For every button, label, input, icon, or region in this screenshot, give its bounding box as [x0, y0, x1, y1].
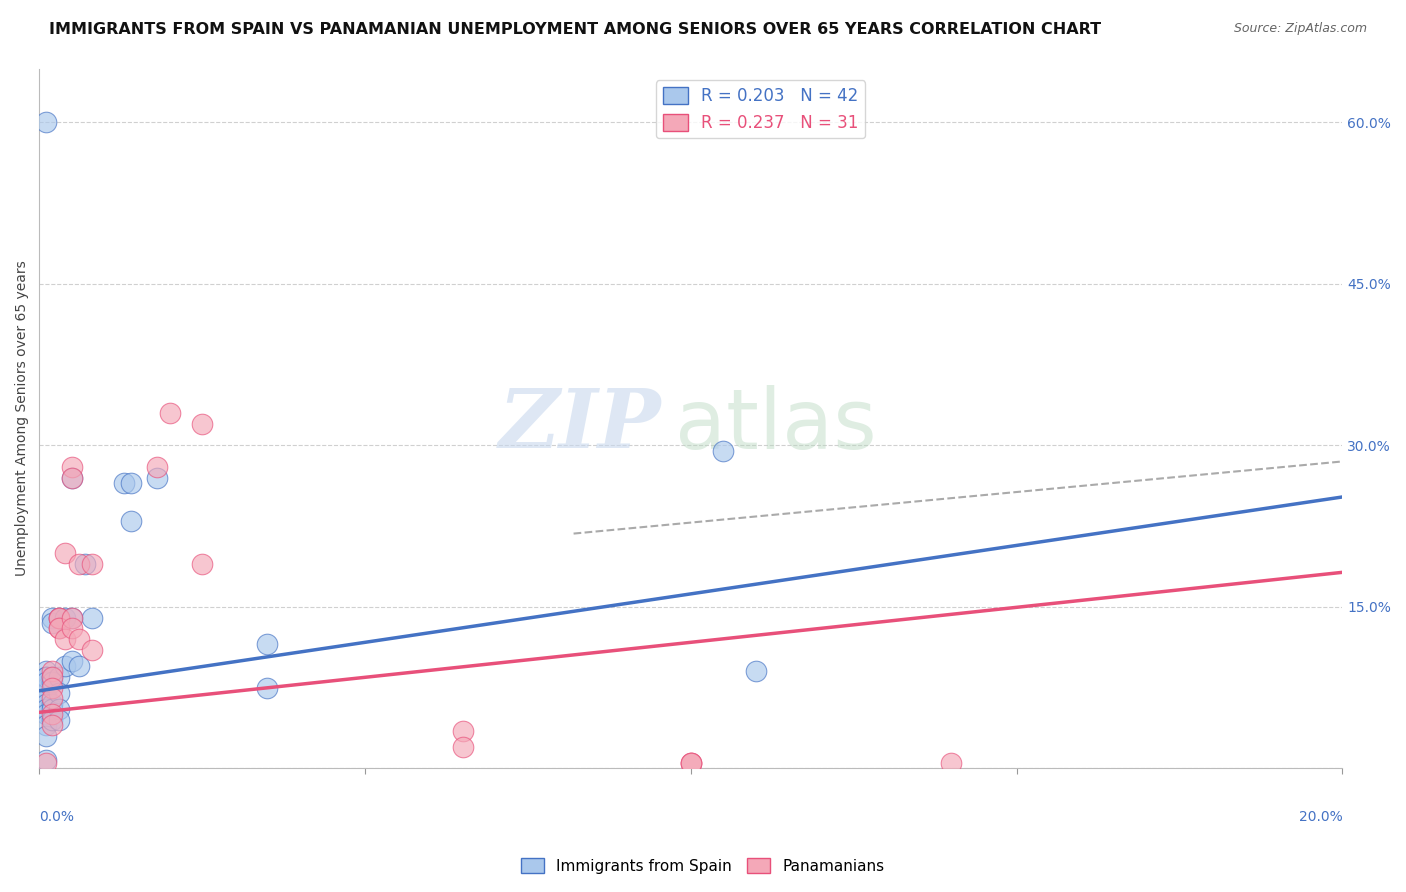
- Point: [41, 713, 63, 727]
- Point: [679, 756, 702, 770]
- Point: [48, 670, 70, 684]
- Point: [60, 470, 83, 484]
- Text: IMMIGRANTS FROM SPAIN VS PANAMANIAN UNEMPLOYMENT AMONG SENIORS OVER 65 YEARS COR: IMMIGRANTS FROM SPAIN VS PANAMANIAN UNEM…: [49, 22, 1101, 37]
- Legend: Immigrants from Spain, Panamanians: Immigrants from Spain, Panamanians: [515, 852, 891, 880]
- Point: [159, 406, 181, 420]
- Point: [35, 753, 58, 767]
- Point: [41, 681, 63, 695]
- Point: [60, 610, 83, 624]
- Point: [145, 459, 167, 474]
- Point: [48, 610, 70, 624]
- Point: [112, 475, 135, 490]
- Point: [745, 665, 768, 679]
- Point: [48, 610, 70, 624]
- Point: [80, 610, 103, 624]
- Point: [191, 557, 214, 571]
- Point: [41, 697, 63, 711]
- Point: [80, 643, 103, 657]
- Point: [679, 756, 702, 770]
- Text: 0.0%: 0.0%: [39, 810, 75, 824]
- Point: [67, 659, 90, 673]
- Text: 20.0%: 20.0%: [1299, 810, 1343, 824]
- Point: [256, 681, 278, 695]
- Point: [67, 632, 90, 646]
- Point: [48, 702, 70, 716]
- Point: [41, 665, 63, 679]
- Point: [679, 756, 702, 770]
- Point: [256, 637, 278, 651]
- Point: [60, 610, 83, 624]
- Point: [191, 417, 214, 431]
- Point: [35, 115, 58, 129]
- Point: [48, 621, 70, 635]
- Point: [48, 713, 70, 727]
- Point: [55, 610, 77, 624]
- Point: [67, 557, 90, 571]
- Point: [60, 459, 83, 474]
- Point: [60, 621, 83, 635]
- Point: [35, 665, 58, 679]
- Point: [48, 621, 70, 635]
- Point: [451, 723, 474, 738]
- Point: [35, 681, 58, 695]
- Point: [120, 475, 142, 490]
- Point: [60, 654, 83, 668]
- Point: [35, 729, 58, 743]
- Point: [35, 756, 58, 770]
- Point: [35, 686, 58, 700]
- Text: Source: ZipAtlas.com: Source: ZipAtlas.com: [1233, 22, 1367, 36]
- Point: [41, 691, 63, 706]
- Point: [48, 610, 70, 624]
- Point: [41, 707, 63, 722]
- Point: [41, 670, 63, 684]
- Text: atlas: atlas: [675, 384, 876, 466]
- Legend: R = 0.203   N = 42, R = 0.237   N = 31: R = 0.203 N = 42, R = 0.237 N = 31: [655, 80, 865, 138]
- Text: ZIP: ZIP: [499, 385, 661, 466]
- Point: [41, 675, 63, 690]
- Point: [35, 675, 58, 690]
- Point: [35, 702, 58, 716]
- Point: [73, 557, 96, 571]
- Y-axis label: Unemployment Among Seniors over 65 years: Unemployment Among Seniors over 65 years: [15, 260, 30, 576]
- Point: [80, 557, 103, 571]
- Point: [35, 670, 58, 684]
- Point: [35, 697, 58, 711]
- Point: [55, 546, 77, 560]
- Point: [41, 718, 63, 732]
- Point: [35, 707, 58, 722]
- Point: [451, 739, 474, 754]
- Point: [55, 632, 77, 646]
- Point: [35, 670, 58, 684]
- Point: [48, 686, 70, 700]
- Point: [60, 470, 83, 484]
- Point: [713, 443, 735, 458]
- Point: [41, 702, 63, 716]
- Point: [35, 718, 58, 732]
- Point: [145, 470, 167, 484]
- Point: [41, 670, 63, 684]
- Point: [941, 756, 963, 770]
- Point: [35, 691, 58, 706]
- Point: [41, 615, 63, 630]
- Point: [41, 610, 63, 624]
- Point: [120, 514, 142, 528]
- Point: [55, 659, 77, 673]
